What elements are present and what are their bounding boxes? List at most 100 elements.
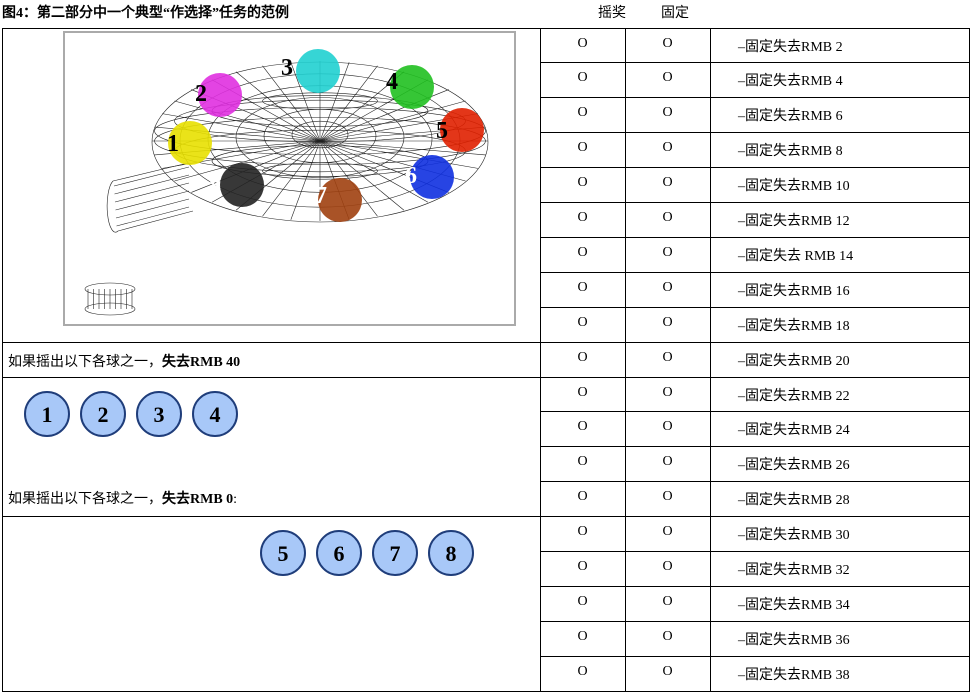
ball-label: 5 bbox=[436, 118, 448, 144]
shape bbox=[290, 62, 321, 142]
shape bbox=[114, 174, 190, 195]
cell: O bbox=[662, 559, 673, 574]
border bbox=[540, 551, 970, 552]
shape bbox=[220, 163, 264, 207]
cell: –固定失去RMB 32 bbox=[738, 563, 850, 578]
ball-label: 7 bbox=[315, 183, 327, 209]
cell: –固定失去RMB 10 bbox=[738, 179, 850, 195]
shape bbox=[106, 162, 194, 233]
shape bbox=[113, 166, 190, 187]
shape bbox=[198, 73, 242, 117]
border bbox=[2, 27, 3, 691]
shape bbox=[390, 65, 434, 109]
shape bbox=[318, 178, 362, 222]
bold-text: 失去RMB 0 bbox=[162, 492, 234, 507]
cell: O bbox=[662, 35, 673, 51]
cell: O bbox=[577, 593, 588, 609]
border bbox=[540, 620, 970, 622]
border bbox=[710, 27, 711, 691]
border bbox=[540, 236, 970, 238]
ball-label: 8 bbox=[209, 173, 221, 199]
shape bbox=[115, 198, 190, 219]
cell: –固定失去RMB 2 bbox=[738, 39, 843, 55]
cell: O bbox=[577, 140, 588, 156]
border bbox=[2, 690, 970, 692]
ball-label: 4 bbox=[386, 69, 398, 95]
cell: O bbox=[577, 628, 588, 644]
border bbox=[540, 516, 970, 518]
cell: O bbox=[577, 35, 588, 51]
text: : bbox=[233, 492, 238, 507]
border bbox=[540, 655, 970, 657]
cell: –固定失去RMB 34 bbox=[738, 597, 850, 613]
ball-icon: 8 bbox=[428, 530, 474, 576]
border bbox=[2, 27, 970, 29]
border bbox=[969, 27, 970, 691]
cell: O bbox=[662, 454, 673, 470]
cell: –固定失去 RMB 14 bbox=[738, 248, 854, 264]
shape bbox=[440, 108, 484, 152]
cell: –固定失去RMB 26 bbox=[738, 458, 850, 474]
cell: O bbox=[662, 663, 673, 679]
shape bbox=[235, 71, 321, 142]
cell: O bbox=[662, 524, 673, 540]
cell: O bbox=[662, 593, 673, 609]
shape bbox=[262, 65, 321, 142]
ball-icon: 1 bbox=[24, 391, 70, 437]
shape bbox=[296, 49, 340, 93]
border bbox=[540, 202, 970, 203]
cell: O bbox=[577, 663, 588, 679]
ball-icon: 6 bbox=[316, 530, 362, 576]
ball-icon: 3 bbox=[136, 391, 182, 437]
cell: O bbox=[662, 175, 673, 191]
ball-icon: 2 bbox=[80, 391, 126, 437]
rule-text: 如果摇出以下各球之一，失去RMB 0: bbox=[8, 488, 237, 508]
shape bbox=[290, 140, 321, 220]
column-header: 固定 bbox=[661, 6, 689, 21]
shape bbox=[168, 121, 212, 165]
ball-label: 6 bbox=[405, 163, 417, 189]
cell: –固定失去RMB 6 bbox=[738, 109, 843, 125]
ball-label: 2 bbox=[195, 81, 207, 107]
ball-icon: 4 bbox=[192, 391, 238, 437]
cell: O bbox=[577, 105, 588, 121]
cell: O bbox=[662, 279, 673, 295]
border bbox=[540, 27, 541, 691]
cell: O bbox=[577, 489, 588, 505]
shape bbox=[319, 65, 378, 142]
cell: O bbox=[662, 140, 673, 156]
shape bbox=[174, 140, 321, 182]
border bbox=[540, 306, 970, 308]
cell: –固定失去RMB 18 bbox=[738, 318, 850, 334]
border bbox=[540, 132, 970, 134]
cell: O bbox=[577, 524, 588, 540]
border bbox=[540, 446, 970, 448]
cell: –固定失去RMB 16 bbox=[738, 283, 850, 299]
border bbox=[540, 167, 970, 169]
cell: –固定失去RMB 36 bbox=[738, 632, 850, 648]
column-header: 摇奖 bbox=[598, 6, 626, 21]
cell: O bbox=[662, 244, 673, 260]
shape bbox=[174, 100, 321, 142]
cell: O bbox=[577, 314, 588, 330]
figure-title: 图4：第二部分中一个典型“作选择”任务的范例 bbox=[2, 6, 289, 21]
shape bbox=[319, 71, 405, 142]
cell: O bbox=[577, 454, 588, 470]
cell: O bbox=[577, 279, 588, 295]
shape bbox=[319, 140, 429, 203]
shape bbox=[410, 155, 454, 199]
shape bbox=[319, 140, 486, 156]
shape bbox=[115, 190, 190, 211]
cell: O bbox=[577, 349, 588, 365]
border bbox=[540, 341, 970, 343]
cell: O bbox=[662, 419, 673, 435]
cell: –固定失去RMB 28 bbox=[738, 493, 850, 509]
shape bbox=[319, 100, 466, 142]
bold-text: 失去RMB 40 bbox=[162, 355, 241, 370]
shape bbox=[191, 140, 321, 193]
cell: O bbox=[662, 489, 673, 505]
cell: O bbox=[577, 384, 588, 400]
border bbox=[540, 411, 970, 413]
cell: O bbox=[577, 70, 588, 86]
